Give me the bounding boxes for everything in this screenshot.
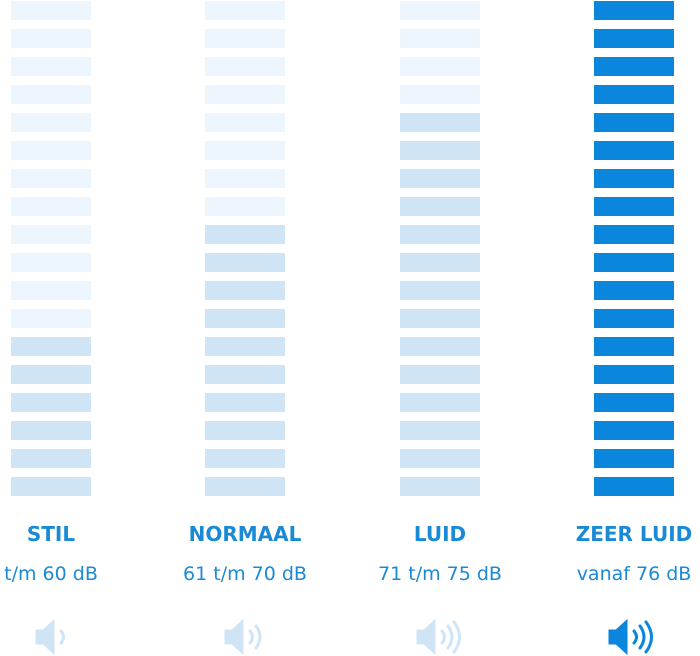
level-segment bbox=[594, 169, 674, 188]
level-segment bbox=[205, 421, 285, 440]
level-segment bbox=[11, 449, 91, 468]
level-segment bbox=[594, 365, 674, 384]
level-segment bbox=[11, 393, 91, 412]
level-segment bbox=[11, 197, 91, 216]
level-segment bbox=[594, 449, 674, 468]
level-range: vanaf 76 dB bbox=[577, 563, 692, 585]
level-segment bbox=[400, 29, 480, 48]
level-segment bbox=[400, 113, 480, 132]
level-segment bbox=[400, 449, 480, 468]
level-segment bbox=[205, 337, 285, 356]
level-segment bbox=[205, 29, 285, 48]
level-segment bbox=[594, 29, 674, 48]
level-range: 71 t/m 75 dB bbox=[378, 563, 502, 585]
speaker-icon bbox=[35, 618, 65, 656]
level-segment bbox=[205, 141, 285, 160]
level-segment bbox=[594, 477, 674, 496]
level-segment bbox=[400, 197, 480, 216]
level-segment bbox=[205, 169, 285, 188]
level-segment bbox=[11, 1, 91, 20]
level-segment bbox=[400, 85, 480, 104]
level-range: t/m 60 dB bbox=[4, 563, 98, 585]
level-label: NORMAAL bbox=[189, 522, 302, 546]
level-segment bbox=[205, 225, 285, 244]
level-segment bbox=[400, 253, 480, 272]
level-segment bbox=[400, 421, 480, 440]
level-segment bbox=[11, 281, 91, 300]
level-segment bbox=[11, 57, 91, 76]
level-segment bbox=[11, 225, 91, 244]
level-segment bbox=[205, 253, 285, 272]
level-segment bbox=[11, 141, 91, 160]
level-segment bbox=[205, 449, 285, 468]
level-segment bbox=[594, 197, 674, 216]
level-segment bbox=[11, 29, 91, 48]
level-segment bbox=[205, 309, 285, 328]
level-segment bbox=[11, 309, 91, 328]
level-segment bbox=[400, 365, 480, 384]
level-segment bbox=[400, 57, 480, 76]
level-segment bbox=[11, 337, 91, 356]
level-segment bbox=[594, 225, 674, 244]
level-segment bbox=[205, 197, 285, 216]
level-label: ZEER LUID bbox=[576, 522, 693, 546]
level-segment bbox=[400, 141, 480, 160]
level-segment bbox=[11, 85, 91, 104]
level-segment bbox=[594, 253, 674, 272]
level-segment bbox=[400, 309, 480, 328]
level-segment bbox=[594, 113, 674, 132]
speaker-icon bbox=[608, 618, 653, 656]
speaker-icon bbox=[224, 618, 262, 656]
level-segment bbox=[400, 169, 480, 188]
level-segment bbox=[11, 477, 91, 496]
level-segment bbox=[594, 141, 674, 160]
level-segment bbox=[400, 225, 480, 244]
level-segment bbox=[11, 113, 91, 132]
level-segment bbox=[594, 309, 674, 328]
level-label: LUID bbox=[414, 522, 466, 546]
level-segment bbox=[400, 337, 480, 356]
level-range: 61 t/m 70 dB bbox=[183, 563, 307, 585]
level-label: STIL bbox=[27, 522, 75, 546]
level-segment bbox=[400, 393, 480, 412]
speaker-icon bbox=[416, 618, 461, 656]
level-segment bbox=[11, 365, 91, 384]
level-segment bbox=[594, 1, 674, 20]
level-segment bbox=[594, 393, 674, 412]
level-segment bbox=[205, 1, 285, 20]
level-segment bbox=[205, 365, 285, 384]
level-segment bbox=[594, 281, 674, 300]
level-segment bbox=[400, 477, 480, 496]
level-segment bbox=[400, 1, 480, 20]
level-segment bbox=[205, 85, 285, 104]
level-segment bbox=[594, 421, 674, 440]
level-segment bbox=[205, 393, 285, 412]
level-segment bbox=[205, 57, 285, 76]
level-segment bbox=[205, 113, 285, 132]
level-segment bbox=[205, 281, 285, 300]
level-segment bbox=[11, 253, 91, 272]
level-segment bbox=[400, 281, 480, 300]
level-segment bbox=[594, 337, 674, 356]
level-segment bbox=[11, 421, 91, 440]
level-segment bbox=[594, 85, 674, 104]
level-segment bbox=[11, 169, 91, 188]
level-segment bbox=[594, 57, 674, 76]
level-segment bbox=[205, 477, 285, 496]
